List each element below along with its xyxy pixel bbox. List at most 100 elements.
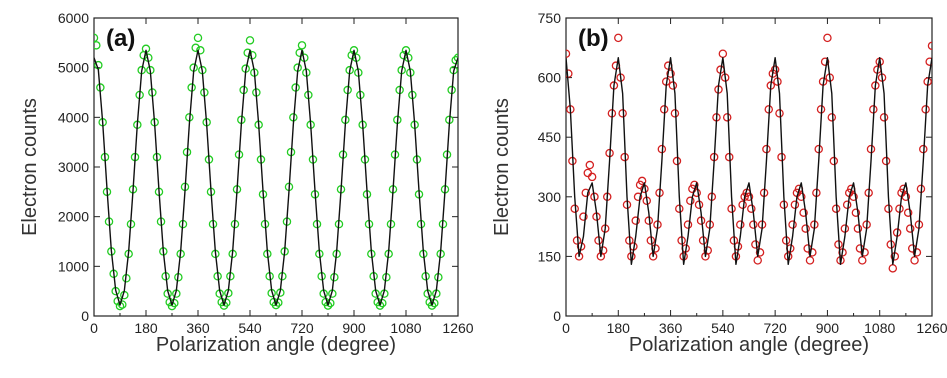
panel-a-data-point — [453, 53, 458, 62]
panel-b-data-point — [749, 220, 758, 229]
panel-b-data-point — [618, 109, 627, 118]
panel-b-data-point — [853, 224, 863, 233]
panel-b-y-tick-label: 150 — [538, 248, 562, 264]
panel-a-y-tick-label: 2000 — [58, 209, 89, 225]
panel-b-x-tick-label: 1260 — [916, 320, 947, 336]
panel-b-data-point — [842, 200, 852, 209]
panel-a-y-tick-label: 5000 — [58, 60, 89, 76]
panel-a-data-point — [191, 43, 200, 53]
panel-b-data-point — [788, 220, 797, 229]
panel-b-data-point — [851, 208, 861, 217]
panel-b-data-point — [718, 49, 728, 59]
panel-a-data-point — [295, 48, 304, 58]
panel-b-x-tick-label: 360 — [659, 320, 683, 336]
panel-b-x-axis-title: Polarization angle (degree) — [629, 334, 869, 356]
panel-b-data-point — [881, 156, 891, 166]
panel-b-data-point — [801, 224, 810, 233]
panel-b-data-point — [775, 109, 784, 118]
panel-b: 0 180 360 540 720 900 1080 1260 0 150 300 450 600 750… — [491, 10, 947, 356]
panel-b-data-point — [587, 172, 597, 182]
panel-a-data-point — [94, 41, 101, 50]
panel-b-data-point — [668, 81, 678, 90]
panel-b-data-point — [858, 256, 867, 265]
panel-b-label: (b) — [578, 25, 609, 52]
panel-b-data-point — [631, 216, 640, 225]
panel-a-y-tick-label: 6000 — [58, 10, 89, 26]
panel-a-data-point — [297, 41, 307, 50]
panel-a-x-tick-label: 0 — [90, 320, 98, 336]
panel-b-frame — [565, 17, 933, 317]
panel-b-data-point — [670, 109, 680, 118]
panel-b-data-point — [808, 248, 817, 257]
panel-a-data-point — [193, 33, 203, 43]
panel-b-data-point — [747, 204, 756, 213]
panel-a-x-tick-label: 1260 — [442, 320, 473, 336]
panel-b-fit-line — [566, 57, 932, 266]
panel-a-data-point — [196, 46, 205, 55]
panel-a-data-point — [245, 36, 255, 45]
panel-a-x-tick-label: 540 — [238, 320, 262, 336]
panel-a-data-point — [94, 33, 99, 43]
panel-b-y-tick-label: 600 — [538, 70, 562, 86]
panel-a-x-tick-label: 180 — [134, 320, 158, 336]
panel-a-y-tick-label: 3000 — [58, 159, 89, 175]
panel-b-y-tick-label: 300 — [538, 189, 562, 205]
panel-b-data-point — [910, 256, 919, 265]
panel-b-data-point — [797, 192, 806, 202]
panel-a-x-tick-label: 1080 — [390, 320, 421, 336]
panel-b-data-point — [736, 220, 745, 229]
panel-b-data-point — [585, 160, 595, 170]
panel-a-data-point — [427, 301, 437, 310]
panel-a-fit-line — [94, 49, 458, 306]
panel-b-data-point — [738, 200, 747, 209]
panel-b-x-tick-label: 0 — [562, 320, 570, 336]
panel-b-data-point — [614, 33, 623, 43]
panel-b-y-tick-label: 750 — [538, 10, 562, 26]
panel-a-x-axis-title: Polarization angle (degree) — [156, 334, 396, 356]
panel-b-data-point — [905, 224, 915, 233]
panel-a-x-tick-label: 720 — [290, 320, 314, 336]
panel-a-x-tick-label: 360 — [186, 320, 210, 336]
panel-b-x-tick-label: 180 — [607, 320, 631, 336]
panel-b-data-point — [805, 256, 815, 265]
panel-a-data-point — [375, 301, 385, 310]
panel-b-data-point — [753, 256, 762, 265]
panel-b-data-point — [879, 113, 889, 122]
panel-b-y-tick-label: 0 — [553, 308, 561, 324]
panel-a-y-tick-label: 4000 — [58, 109, 89, 125]
panel-b-x-tick-label: 900 — [816, 320, 840, 336]
panel-a-label: (a) — [106, 25, 135, 52]
panel-b-data-point — [755, 248, 765, 257]
panel-b-data-point — [903, 208, 913, 217]
panel-a-data-point — [401, 46, 411, 55]
panel-a-data-point — [118, 300, 127, 309]
panel-b-data-point — [683, 220, 693, 229]
panel-b-data-point — [912, 248, 922, 257]
panel-a-x-tick-label: 900 — [342, 320, 366, 336]
panel-a: 0 180 360 540 720 900 1080 1260 0 1000 2000 3000 400… — [19, 10, 474, 356]
panel-b-data-point — [790, 200, 800, 209]
panel-b-x-tick-label: 1080 — [864, 320, 895, 336]
panel-b-x-tick-label: 720 — [763, 320, 787, 336]
panel-b-data-point — [672, 156, 682, 166]
panel-b-plot-area — [566, 33, 932, 273]
panel-b-data-point — [888, 264, 898, 273]
panel-a-data-point — [323, 301, 333, 310]
panel-a-y-tick-label: 0 — [81, 308, 89, 324]
panel-b-data-point — [666, 69, 675, 78]
panel-b-data-point — [829, 156, 839, 166]
panel-b-data-point — [751, 240, 760, 249]
panel-a-y-tick-label: 1000 — [58, 258, 89, 274]
panel-b-data-point — [925, 57, 932, 66]
panel-b-x-tick-label: 540 — [711, 320, 735, 336]
panel-b-data-point — [927, 41, 932, 51]
panel-b-data-point — [799, 208, 808, 217]
panel-b-data-point — [686, 196, 695, 206]
panel-b-data-point — [581, 188, 591, 198]
panel-a-y-axis-title: Electron counts — [19, 98, 41, 236]
panel-b-data-point — [849, 192, 858, 202]
panel-a-data-point — [271, 300, 281, 310]
panel-a-plot-area — [94, 33, 458, 311]
panel-b-y-axis-title: Electron counts — [491, 98, 513, 236]
